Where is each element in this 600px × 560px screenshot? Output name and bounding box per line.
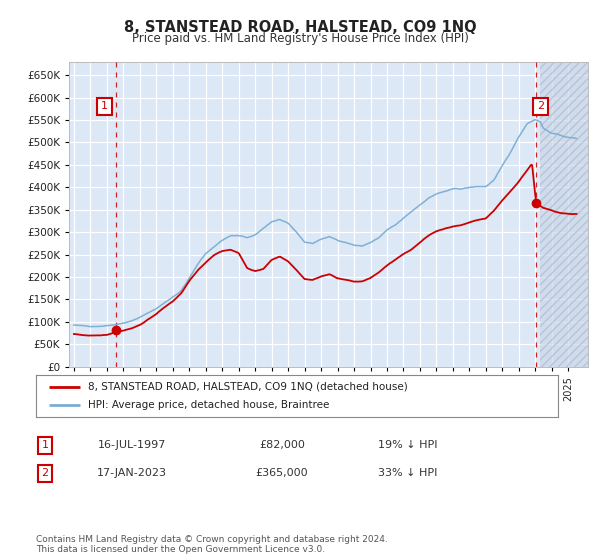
Text: 17-JAN-2023: 17-JAN-2023 xyxy=(97,468,167,478)
Text: 8, STANSTEAD ROAD, HALSTEAD, CO9 1NQ (detached house): 8, STANSTEAD ROAD, HALSTEAD, CO9 1NQ (de… xyxy=(88,382,408,392)
Bar xyxy=(540,62,600,367)
Text: 8, STANSTEAD ROAD, HALSTEAD, CO9 1NQ: 8, STANSTEAD ROAD, HALSTEAD, CO9 1NQ xyxy=(124,20,476,35)
Text: HPI: Average price, detached house, Braintree: HPI: Average price, detached house, Brai… xyxy=(88,400,329,410)
Text: 33% ↓ HPI: 33% ↓ HPI xyxy=(379,468,437,478)
Text: 1: 1 xyxy=(41,440,49,450)
Text: 2: 2 xyxy=(41,468,49,478)
Text: 1: 1 xyxy=(101,101,108,111)
Text: 19% ↓ HPI: 19% ↓ HPI xyxy=(378,440,438,450)
Text: £365,000: £365,000 xyxy=(256,468,308,478)
Text: 2: 2 xyxy=(538,101,544,111)
Text: Price paid vs. HM Land Registry's House Price Index (HPI): Price paid vs. HM Land Registry's House … xyxy=(131,32,469,45)
Text: Contains HM Land Registry data © Crown copyright and database right 2024.
This d: Contains HM Land Registry data © Crown c… xyxy=(36,535,388,554)
Text: 16-JUL-1997: 16-JUL-1997 xyxy=(98,440,166,450)
Text: £82,000: £82,000 xyxy=(259,440,305,450)
